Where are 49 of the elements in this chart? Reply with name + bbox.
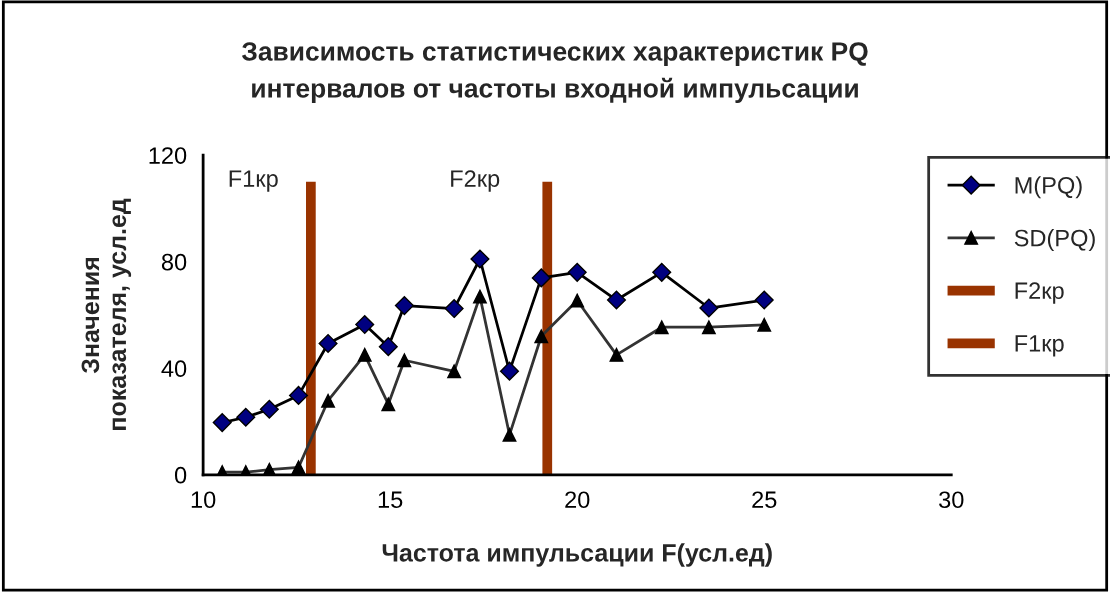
x-tick-label: 25 bbox=[752, 491, 777, 509]
point bbox=[472, 289, 487, 304]
point bbox=[321, 393, 336, 408]
point bbox=[699, 298, 719, 318]
y-tick-label: 0 bbox=[174, 466, 187, 484]
y-axis-title: Значения показателя, усл.ед bbox=[81, 198, 132, 430]
point bbox=[606, 290, 627, 310]
x-tick-label: 10 bbox=[191, 491, 216, 509]
point bbox=[757, 317, 772, 332]
annotation: F1кр bbox=[229, 170, 278, 192]
x-axis-title: Частота импульсации F(усл.ед) bbox=[382, 543, 772, 567]
legend-label: SD(PQ) bbox=[1014, 229, 1095, 252]
point bbox=[291, 460, 306, 475]
point bbox=[259, 399, 279, 419]
legend-label: F1кр bbox=[1015, 335, 1064, 357]
point bbox=[444, 299, 464, 319]
point bbox=[701, 320, 716, 335]
point bbox=[394, 296, 414, 316]
point bbox=[357, 347, 372, 362]
point bbox=[212, 413, 232, 433]
x-tick-label: 15 bbox=[378, 491, 403, 509]
point bbox=[570, 293, 585, 308]
point bbox=[654, 320, 669, 335]
point bbox=[499, 361, 520, 381]
point bbox=[609, 347, 624, 362]
point bbox=[534, 329, 549, 344]
y-tick-label: 80 bbox=[161, 253, 187, 271]
legend-label: F2кр bbox=[1015, 282, 1064, 304]
point bbox=[378, 337, 398, 357]
point bbox=[754, 290, 774, 310]
point bbox=[470, 249, 490, 269]
point bbox=[318, 333, 338, 353]
point bbox=[652, 262, 672, 282]
point bbox=[567, 262, 587, 282]
point bbox=[381, 397, 396, 412]
y-tick-label: 120 bbox=[149, 147, 187, 164]
point bbox=[502, 427, 517, 442]
x-tick-label: 20 bbox=[565, 491, 590, 509]
point bbox=[236, 407, 256, 427]
legend-label: M(PQ) bbox=[1015, 176, 1082, 199]
x-tick-label: 30 bbox=[939, 491, 964, 509]
annotation: F2кр bbox=[451, 170, 500, 192]
chart-title: Зависимость статистических характеристик PQ интервалов от частоты входной импульсации bbox=[241, 42, 868, 103]
point bbox=[397, 353, 412, 368]
y-tick-label: 40 bbox=[161, 360, 187, 378]
point bbox=[355, 315, 375, 335]
point bbox=[288, 385, 309, 405]
point bbox=[447, 364, 462, 379]
point bbox=[531, 268, 551, 288]
